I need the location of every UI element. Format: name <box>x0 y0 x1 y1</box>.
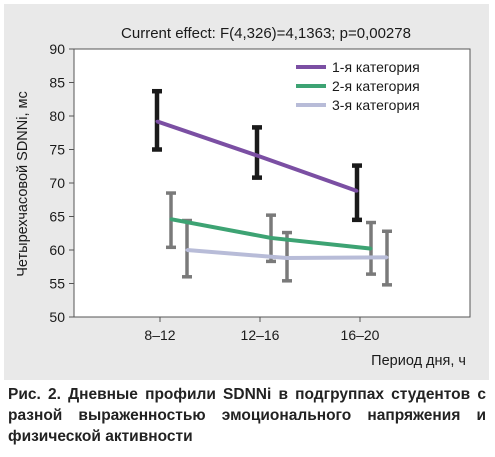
chart-title: Current effect: F(4,326)=4,1363; p=0,002… <box>121 25 411 42</box>
y-tick-label: 90 <box>49 41 65 57</box>
x-tick-label: 8–12 <box>144 327 175 343</box>
figure-panel: Current effect: F(4,326)=4,1363; p=0,002… <box>4 4 489 380</box>
y-tick-label: 65 <box>49 209 65 225</box>
data-point <box>385 255 389 259</box>
y-tick-label: 80 <box>49 108 65 124</box>
figure-caption: Рис. 2. Дневные профили SDNNi в подгрупп… <box>8 386 486 445</box>
series-lines <box>155 119 389 261</box>
data-point <box>169 217 173 221</box>
x-axis-label: Период дня, ч <box>371 353 466 369</box>
data-point <box>355 189 359 193</box>
data-point <box>155 119 159 123</box>
error-bars <box>152 88 392 287</box>
error-bar <box>352 163 362 223</box>
y-axis-label: Четырехчасовой SDNNi, мс <box>15 91 31 276</box>
data-point <box>369 247 373 251</box>
y-tick-label: 70 <box>49 175 65 191</box>
legend-label: 1-я категория <box>332 59 420 75</box>
y-tick-label: 55 <box>49 276 65 292</box>
data-point <box>255 154 259 158</box>
data-point <box>269 236 273 240</box>
data-point <box>285 256 289 260</box>
legend: 1-я категория 2-я категория 3-я категория <box>296 59 420 113</box>
y-tick-label: 50 <box>49 309 65 325</box>
y-tick-label: 85 <box>49 75 65 91</box>
error-bar <box>252 125 262 180</box>
chart: Current effect: F(4,326)=4,1363; p=0,002… <box>15 25 471 369</box>
legend-label: 2-я категория <box>332 78 420 94</box>
axes: 50 55 60 65 70 75 80 85 90 8–12 12–16 16–20 <box>49 41 471 343</box>
x-tick-label: 16–20 <box>341 327 380 343</box>
legend-label: 3-я категория <box>332 97 420 113</box>
x-tick-label: 12–16 <box>241 327 280 343</box>
plot-frame <box>73 48 471 318</box>
y-tick-label: 75 <box>49 142 65 158</box>
data-point <box>185 248 189 252</box>
y-tick-label: 60 <box>49 242 65 258</box>
